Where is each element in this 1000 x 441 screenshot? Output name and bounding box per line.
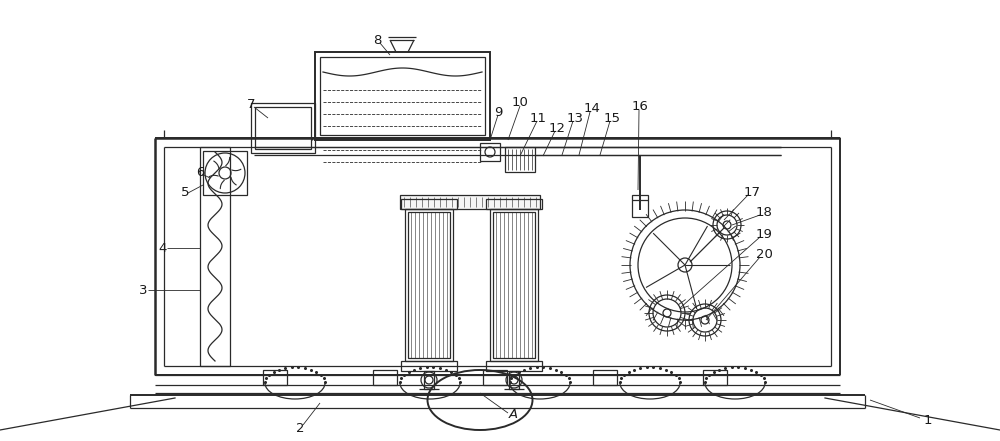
Bar xyxy=(401,361,457,371)
Bar xyxy=(593,370,617,385)
Text: 18: 18 xyxy=(756,206,772,218)
Text: 4: 4 xyxy=(159,242,167,254)
Bar xyxy=(373,370,397,385)
Bar xyxy=(408,212,450,358)
Text: 12: 12 xyxy=(548,122,566,135)
Bar xyxy=(203,151,247,195)
Text: 7: 7 xyxy=(247,98,255,112)
Text: A: A xyxy=(508,408,518,422)
Bar xyxy=(251,103,315,153)
Bar xyxy=(320,57,485,135)
Text: 16: 16 xyxy=(632,101,648,113)
Bar xyxy=(632,195,648,217)
Bar xyxy=(703,370,727,385)
Bar xyxy=(401,199,457,209)
Bar xyxy=(486,361,542,371)
Text: 1: 1 xyxy=(924,414,932,426)
Text: 6: 6 xyxy=(196,165,204,179)
Bar xyxy=(490,209,538,361)
Bar xyxy=(486,199,542,209)
Text: 10: 10 xyxy=(512,97,528,109)
Text: 14: 14 xyxy=(584,101,600,115)
Bar xyxy=(255,107,311,149)
Text: 9: 9 xyxy=(494,105,502,119)
Text: 5: 5 xyxy=(181,186,189,198)
Bar xyxy=(505,147,535,172)
Bar xyxy=(263,370,287,385)
Text: 19: 19 xyxy=(756,228,772,242)
Text: 8: 8 xyxy=(373,34,381,46)
Bar xyxy=(424,371,434,389)
Text: 3: 3 xyxy=(139,284,147,296)
Bar xyxy=(483,370,507,385)
Text: 20: 20 xyxy=(756,248,772,262)
Bar xyxy=(480,143,500,161)
Bar xyxy=(493,212,535,358)
Bar xyxy=(315,52,490,140)
Bar xyxy=(400,195,540,209)
Text: 15: 15 xyxy=(604,112,620,124)
Text: 11: 11 xyxy=(530,112,546,124)
Bar xyxy=(405,209,453,361)
Text: 17: 17 xyxy=(744,186,761,198)
Text: 2: 2 xyxy=(296,422,304,434)
Bar xyxy=(509,371,519,389)
Text: 13: 13 xyxy=(566,112,584,124)
